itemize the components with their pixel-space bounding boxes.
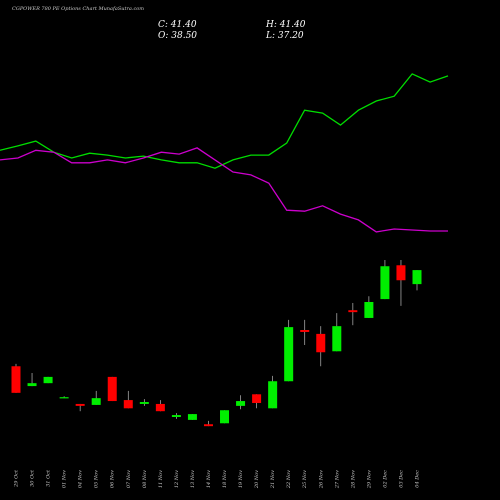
x-tick-label: 08 Nov [142, 470, 148, 488]
candle-body [268, 381, 278, 409]
candle-body [300, 330, 310, 332]
candle-body [203, 424, 213, 427]
x-tick-label: 31 Oct [46, 469, 52, 487]
x-tick-label: 01 Nov [62, 470, 68, 488]
candle-body [75, 403, 85, 406]
x-tick-label: 14 Nov [206, 470, 212, 488]
x-tick-label: 13 Nov [190, 470, 196, 488]
x-tick-label: 05 Nov [94, 470, 100, 488]
x-tick-label: 12 Nov [174, 470, 180, 488]
candle-body [348, 310, 358, 313]
candle-body [123, 400, 133, 409]
close-label: C: 41.40 [158, 20, 197, 30]
candle-body [27, 383, 37, 387]
candle-body [396, 265, 406, 281]
x-tick-label: 25 Nov [302, 470, 308, 489]
candle-body [332, 326, 342, 352]
x-tick-label: 02 Dec [382, 470, 388, 488]
x-tick-label: 29 Oct [14, 469, 20, 488]
open-label: O: 38.50 [158, 31, 197, 41]
candle-body [139, 402, 149, 404]
low-label: L: 37.20 [265, 31, 304, 41]
candle-body [91, 398, 101, 405]
x-tick-label: 29 Nov [366, 470, 372, 489]
candle-body [59, 397, 69, 399]
chart-title: CGPOWER 780 PE Options Chart MunafaSutra… [12, 6, 144, 12]
x-tick-label: 07 Nov [126, 470, 132, 488]
candle-body [107, 376, 117, 402]
candle-body [11, 366, 21, 393]
high-label: H: 41.40 [265, 20, 306, 30]
candle-body [220, 410, 230, 424]
candle-body [284, 327, 294, 382]
candle-body [380, 266, 390, 300]
candle-body [171, 415, 181, 417]
x-tick-label: 11 Nov [158, 470, 164, 488]
x-tick-label: 03 Dec [398, 470, 404, 488]
x-tick-label: 21 Nov [270, 470, 276, 489]
candle-body [155, 403, 165, 412]
x-tick-label: 19 Nov [238, 470, 244, 488]
candle-body [252, 394, 262, 403]
x-tick-label: 04 Dec [415, 470, 421, 488]
candle-body [364, 301, 374, 318]
x-tick-label: 18 Nov [222, 470, 228, 488]
x-tick-label: 30 Oct [30, 469, 36, 487]
indicator-line [0, 73, 449, 169]
candle-body [316, 333, 326, 353]
x-tick-label: 28 Nov [350, 470, 356, 489]
x-tick-label: 04 Nov [78, 470, 84, 488]
indicator-line [0, 147, 448, 233]
candle-body [412, 270, 422, 285]
x-tick-label: 27 Nov [334, 470, 340, 489]
candle-body [43, 376, 53, 384]
candle-body [236, 401, 246, 406]
candle-body [187, 414, 197, 420]
x-tick-label: 06 Nov [110, 470, 116, 488]
x-tick-label: 22 Nov [286, 470, 292, 489]
x-tick-label: 20 Nov [254, 470, 260, 489]
x-tick-label: 26 Nov [318, 470, 324, 489]
